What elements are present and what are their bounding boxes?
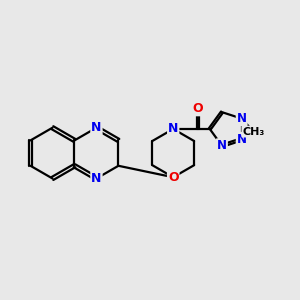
Text: O: O	[168, 171, 178, 184]
Text: N: N	[168, 122, 178, 135]
Text: O: O	[193, 102, 203, 115]
Text: N: N	[91, 121, 102, 134]
Text: CH₃: CH₃	[242, 127, 265, 136]
Text: N: N	[237, 133, 247, 146]
Text: N: N	[217, 139, 227, 152]
Text: N: N	[91, 172, 102, 185]
Text: N: N	[237, 112, 247, 125]
